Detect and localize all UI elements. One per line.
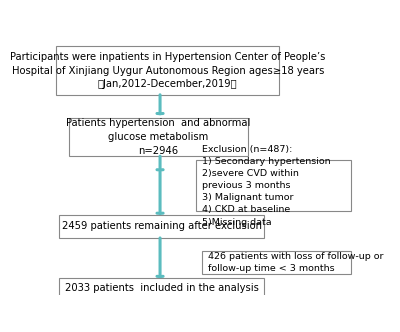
- Text: Exclusion (n=487):
1) Secondary hypertension
2)severe CVD within
previous 3 mont: Exclusion (n=487): 1) Secondary hyperten…: [202, 145, 330, 226]
- Text: Participants were inpatients in Hypertension Center of People’s
Hospital of Xinj: Participants were inpatients in Hyperten…: [10, 52, 326, 89]
- Text: Patients hypertension  and abnormal
glucose metabolism
n=2946: Patients hypertension and abnormal gluco…: [66, 119, 251, 156]
- FancyBboxPatch shape: [202, 251, 351, 274]
- Text: 2459 patients remaining after exclusion: 2459 patients remaining after exclusion: [62, 221, 262, 231]
- FancyBboxPatch shape: [59, 278, 264, 297]
- FancyBboxPatch shape: [69, 118, 248, 156]
- Text: 2033 patients  included in the analysis: 2033 patients included in the analysis: [65, 283, 258, 293]
- FancyBboxPatch shape: [56, 46, 279, 95]
- Text: 426 patients with loss of follow-up or
follow-up time < 3 months: 426 patients with loss of follow-up or f…: [208, 252, 384, 273]
- FancyBboxPatch shape: [59, 215, 264, 238]
- FancyBboxPatch shape: [196, 160, 351, 211]
